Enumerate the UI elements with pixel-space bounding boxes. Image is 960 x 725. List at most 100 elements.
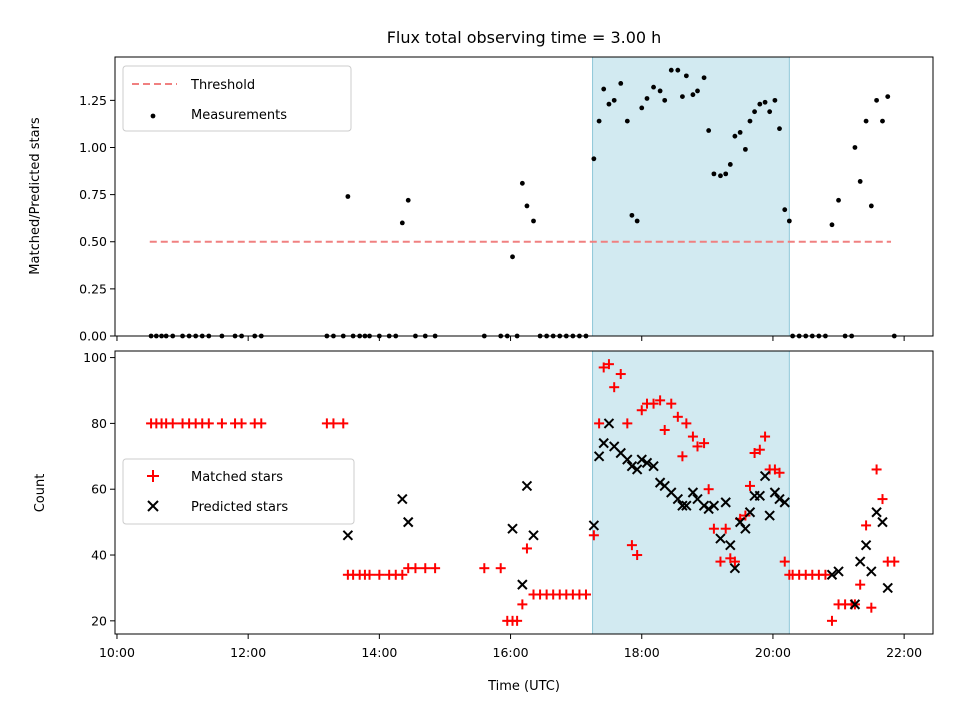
x-tick-label: 12:00 — [230, 645, 266, 660]
matched-star-point — [167, 418, 178, 429]
y-tick-label: 0.50 — [79, 234, 107, 249]
predicted-star-point — [672, 493, 684, 505]
measurement-point — [531, 218, 536, 224]
matched-star-point — [715, 556, 726, 567]
matched-star-point — [517, 599, 528, 610]
y-tick-label: 100 — [83, 350, 107, 365]
measurement-point — [829, 222, 835, 228]
predicted-star-point — [826, 569, 838, 580]
matched-star-point — [364, 569, 375, 580]
predicted-star-point — [715, 533, 726, 544]
predicted-star-point — [677, 500, 688, 511]
measurement-point — [345, 194, 351, 199]
measurement-point — [399, 220, 405, 226]
matched-star-point — [588, 530, 599, 541]
measurement-point — [690, 92, 696, 98]
y-tick-label: 20 — [91, 613, 107, 628]
measurement-point — [657, 88, 663, 94]
measurement-point — [737, 130, 743, 135]
matched-star-point — [687, 431, 698, 442]
predicted-star-point — [631, 464, 643, 475]
predicted-star-point — [342, 530, 354, 541]
matched-star-point — [754, 444, 765, 455]
y-tick-label: 0.75 — [79, 187, 107, 202]
predicted-star-point — [833, 566, 844, 577]
matched-star-point — [666, 398, 677, 409]
measurement-point — [772, 97, 778, 103]
predicted-star-point — [860, 539, 872, 551]
predicted-star-point — [598, 437, 609, 449]
count-y-axis-label: Count — [33, 474, 48, 513]
matched-star-point — [729, 556, 740, 567]
matched-star-point — [495, 563, 506, 574]
ratio-axes-frame — [114, 56, 934, 337]
measurement-point — [524, 203, 530, 209]
measurement-point — [868, 203, 874, 209]
measurement-point — [591, 156, 597, 162]
predicted-star-point — [403, 516, 414, 528]
predicted-star-point — [871, 507, 882, 518]
observing-window-span-bottom — [592, 350, 790, 635]
matched-star-point — [672, 411, 683, 422]
legend-measurements-swatch — [150, 113, 156, 119]
legend-matched-label: Matched stars — [191, 470, 283, 485]
count-points — [146, 359, 900, 626]
measurement-point — [629, 212, 635, 218]
measurement-point — [852, 145, 858, 150]
observing-window-span — [592, 56, 790, 337]
legend-predicted-swatch — [147, 500, 159, 512]
measurement-point — [767, 109, 773, 115]
measurement-point — [747, 118, 753, 124]
y-tick-label: 1.00 — [79, 140, 107, 155]
matched-star-point — [598, 362, 609, 373]
matched-star-point — [479, 563, 490, 574]
chart-title: Flux total observing time = 3.00 h — [387, 28, 662, 47]
matched-star-point — [779, 556, 790, 567]
matched-star-point — [512, 615, 523, 626]
predicted-star-point — [769, 487, 781, 498]
count-y-ticks: 20 40 60 80 100 — [83, 350, 115, 628]
matched-star-point — [594, 418, 605, 429]
measurement-point — [662, 97, 668, 103]
measurement-point — [405, 197, 411, 203]
ratio-legend-box — [122, 65, 352, 132]
y-tick-label: 0.25 — [79, 281, 107, 296]
matched-star-point — [877, 494, 888, 505]
x-tick-label: 22:00 — [886, 645, 922, 660]
predicted-star-point — [725, 539, 736, 551]
matched-star-point — [855, 579, 866, 590]
measurement-point — [651, 84, 656, 90]
measurement-point — [885, 94, 891, 99]
predicted-star-point — [521, 480, 533, 492]
matched-star-point — [626, 540, 637, 551]
ratio-panel: 0.00 0.25 0.50 0.75 1.00 1.25 Flux total obse… — [28, 28, 934, 344]
measurement-point — [732, 133, 738, 139]
matched-star-point — [744, 480, 755, 491]
measurement-point — [634, 218, 640, 224]
time-x-ticks: 10:00 12:00 14:00 16:00 18:00 20:00 22:00 — [99, 634, 922, 660]
matched-star-point — [430, 563, 441, 574]
matched-star-point — [328, 418, 339, 429]
predicted-star-point — [648, 460, 659, 472]
y-tick-label: 1.25 — [79, 93, 107, 108]
matched-star-point — [871, 464, 882, 475]
matched-star-point — [622, 418, 633, 429]
matched-star-point — [236, 418, 247, 429]
measurement-point — [618, 80, 624, 86]
predicted-star-point — [849, 599, 861, 610]
ratio-y-ticks: 0.00 0.25 0.50 0.75 1.00 1.25 — [79, 93, 115, 344]
predicted-star-point — [740, 523, 751, 534]
matched-star-point — [338, 418, 349, 429]
x-tick-label: 14:00 — [361, 645, 397, 660]
predicted-star-point — [708, 500, 720, 511]
predicted-star-point — [754, 490, 766, 501]
matched-star-point — [615, 369, 626, 380]
predicted-star-point — [588, 520, 600, 531]
matched-star-point — [708, 523, 719, 534]
matched-star-point — [677, 451, 688, 462]
matched-star-point — [655, 395, 666, 406]
measurement-point — [723, 171, 729, 177]
predicted-star-point — [779, 497, 790, 508]
predicted-star-point — [641, 457, 653, 469]
